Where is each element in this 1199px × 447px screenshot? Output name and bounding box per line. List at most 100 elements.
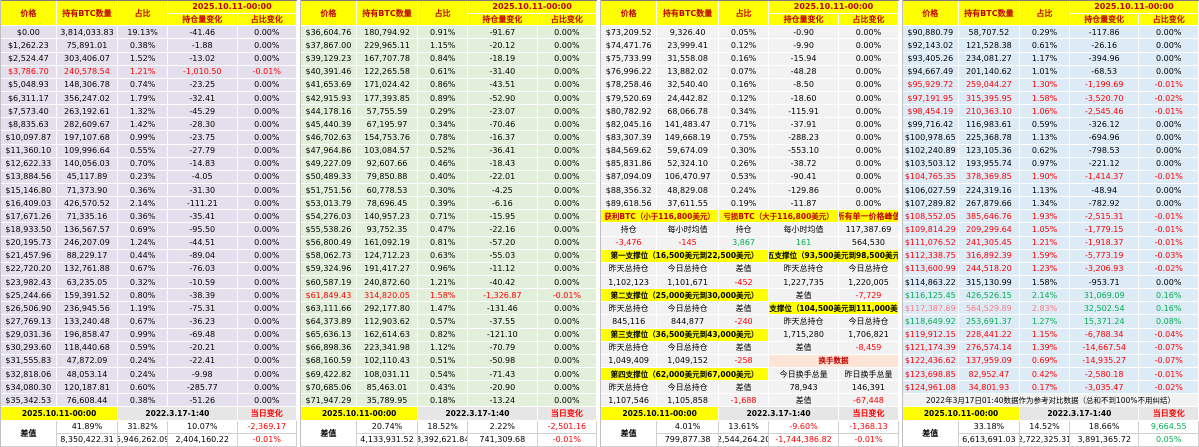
cell[interactable]: 第五支撑位（93,500美元到98,500美元） <box>769 249 899 263</box>
cell[interactable]: $60,587.19 <box>301 275 357 290</box>
cell[interactable]: 31.82% <box>118 420 168 434</box>
cell[interactable]: -57.20 <box>468 236 538 250</box>
cell[interactable]: -2,369.17 <box>237 420 298 434</box>
cell[interactable]: 282,609.67 <box>56 118 119 132</box>
cell[interactable]: $103,503.12 <box>902 157 959 171</box>
cell[interactable]: -131.46 <box>468 302 538 316</box>
cell[interactable]: 0.16% <box>719 78 770 92</box>
column-header-btc-amount[interactable]: 持有BTC数量 <box>958 1 1021 27</box>
cell[interactable]: 180,794.92 <box>356 26 419 40</box>
cell[interactable]: -40.42 <box>468 275 538 290</box>
cell[interactable]: 0.38% <box>118 394 168 408</box>
cell[interactable]: 0.00% <box>237 144 298 158</box>
cell[interactable]: 0.75% <box>719 131 770 145</box>
cell[interactable]: 57,755.59 <box>356 105 419 119</box>
cell[interactable]: 0.60% <box>118 381 168 395</box>
cell[interactable]: 0.00% <box>537 65 598 79</box>
cell[interactable]: $119,912.15 <box>902 328 959 342</box>
cell[interactable]: 0.00% <box>1139 65 1199 79</box>
cell[interactable]: 0.55% <box>118 144 168 158</box>
cell[interactable]: 68,066.78 <box>657 105 720 119</box>
cell[interactable]: 18.66% <box>1069 420 1140 434</box>
cell[interactable]: $31,555.83 <box>1 354 57 368</box>
cell[interactable]: 所有单一价格峰值 <box>839 210 899 224</box>
cell[interactable]: 1.42% <box>118 118 168 132</box>
cell[interactable]: 1.58% <box>1020 275 1070 290</box>
cell[interactable]: 0.00% <box>537 118 598 132</box>
cell[interactable]: 78,943 <box>769 381 840 395</box>
cell[interactable]: 45,117.89 <box>56 170 119 184</box>
cell[interactable]: -2,501.16 <box>537 420 598 434</box>
cell[interactable]: 0.00% <box>237 78 298 92</box>
cell[interactable]: 71,373.90 <box>56 183 119 198</box>
cell[interactable]: 148,306.78 <box>56 78 119 92</box>
cell[interactable]: 0.29% <box>1020 26 1070 40</box>
cell[interactable]: -145 <box>657 236 720 250</box>
cell[interactable]: 当日变化 <box>839 407 899 421</box>
cell[interactable]: 0.08% <box>1139 315 1199 329</box>
cell[interactable]: 0.00% <box>237 39 298 53</box>
cell[interactable]: -14.83 <box>167 157 238 171</box>
cell[interactable]: -11.87 <box>769 197 840 211</box>
cell[interactable]: -89.04 <box>167 249 238 263</box>
cell[interactable]: 0.43% <box>418 381 469 395</box>
cell[interactable]: $54,276.03 <box>301 210 357 224</box>
cell[interactable]: 2022.3.17-1:40 <box>1020 407 1140 421</box>
cell[interactable]: 31,558.08 <box>657 52 720 66</box>
cell[interactable]: -28.30 <box>167 118 238 132</box>
cell[interactable]: -18.43 <box>468 157 538 171</box>
cell[interactable]: -0.01% <box>237 65 298 79</box>
cell[interactable]: 292,177.80 <box>356 302 419 316</box>
cell[interactable]: 0.00% <box>237 131 298 145</box>
cell[interactable]: $122,436.62 <box>902 354 959 368</box>
cell[interactable]: -67,448 <box>839 394 899 408</box>
cell[interactable]: 88,229.17 <box>56 249 119 263</box>
cell[interactable]: 4,133,931.52 <box>356 433 419 447</box>
cell[interactable]: 0.00% <box>537 131 598 145</box>
cell[interactable]: 差值 <box>769 341 840 355</box>
cell[interactable]: -11.12 <box>468 262 538 276</box>
column-header-share[interactable]: 占比 <box>418 1 469 27</box>
cell[interactable]: $32,818.06 <box>1 367 57 382</box>
cell[interactable]: $35,342.53 <box>1 394 57 408</box>
cell[interactable]: -75.31 <box>167 302 238 316</box>
cell[interactable]: 1,706,821 <box>839 328 899 342</box>
cell[interactable]: 236,945.56 <box>56 302 119 316</box>
column-header-price[interactable]: 价格 <box>902 1 959 27</box>
cell[interactable]: -13.24 <box>468 394 538 408</box>
cell[interactable]: 19.13% <box>118 26 168 40</box>
cell[interactable]: -48.28 <box>769 65 840 79</box>
cell[interactable]: 0.00% <box>237 210 298 224</box>
cell[interactable]: 2025.10.11-00:00 <box>902 407 1021 421</box>
cell[interactable]: 0.00% <box>537 249 598 263</box>
cell[interactable]: 109,996.64 <box>56 144 119 158</box>
cell[interactable]: -20.12 <box>468 39 538 53</box>
cell[interactable]: -0.90 <box>769 26 840 40</box>
cell[interactable]: 223,341.98 <box>356 341 419 355</box>
cell[interactable]: 第三支撑位（36,500美元到43,000美元） <box>601 328 770 342</box>
cell[interactable]: 0.18% <box>418 394 469 408</box>
cell[interactable]: -44.51 <box>167 236 238 250</box>
cell[interactable]: -0.01% <box>1139 367 1199 382</box>
cell[interactable]: 0.61% <box>418 65 469 79</box>
cell[interactable]: 0.00% <box>537 197 598 211</box>
cell[interactable]: $20,195.73 <box>1 236 57 250</box>
cell[interactable]: -22.41 <box>167 354 238 368</box>
cell[interactable]: $42,915.93 <box>301 92 357 106</box>
cell[interactable]: 换手数据 <box>769 354 899 368</box>
cell[interactable]: 2.14% <box>1020 289 1070 303</box>
cell[interactable]: 0.00% <box>839 118 899 132</box>
column-header-position-change[interactable]: 持仓量变化 <box>167 13 238 27</box>
column-header-share[interactable]: 占比 <box>719 1 770 27</box>
cell[interactable]: 193,955.74 <box>958 157 1021 171</box>
cell[interactable]: -9.98 <box>167 367 238 382</box>
cell[interactable]: 3,392,621.84 <box>418 433 469 447</box>
cell[interactable]: 0.00% <box>1139 157 1199 171</box>
cell[interactable]: 0.00% <box>537 328 598 342</box>
cell[interactable]: $87,094.09 <box>601 170 658 184</box>
cell[interactable]: 0.00% <box>1139 131 1199 145</box>
cell[interactable]: 1.23% <box>1020 262 1070 276</box>
cell[interactable]: -0.07% <box>1139 354 1199 368</box>
cell[interactable]: 0.00% <box>1139 118 1199 132</box>
cell[interactable]: 0.12% <box>719 92 770 106</box>
